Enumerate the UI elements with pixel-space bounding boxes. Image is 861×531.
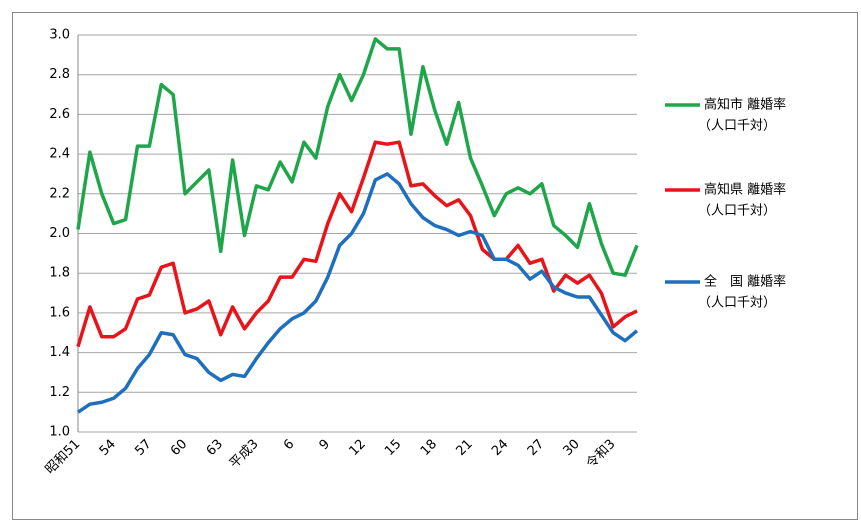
y-tick-label: 2.6 (49, 107, 70, 122)
y-tick-label: 1.8 (49, 266, 70, 281)
legend-label: 高知市 離婚率 (704, 97, 786, 113)
y-tick-label: 1.0 (49, 425, 70, 440)
legend-note: （人口千対） (698, 119, 776, 134)
legend-label: 高知県 離婚率 (704, 182, 786, 198)
y-tick-label: 2.4 (49, 147, 70, 162)
chart-border (12, 12, 858, 520)
y-tick-label: 2.8 (49, 67, 70, 82)
legend-label: 全 国 離婚率 (704, 274, 786, 290)
y-tick-label: 1.2 (49, 385, 70, 400)
legend-note: （人口千対） (698, 204, 776, 219)
series-line (76, 140, 638, 348)
y-tick-label: 2.2 (49, 186, 70, 201)
y-tick-label: 2.0 (49, 226, 70, 241)
series-line (76, 37, 639, 277)
series-line (77, 172, 639, 414)
y-tick-label: 3.0 (49, 28, 70, 43)
legend-note: （人口千対） (698, 296, 776, 311)
y-tick-label: 1.6 (49, 305, 70, 320)
y-tick-label: 1.4 (49, 345, 70, 360)
